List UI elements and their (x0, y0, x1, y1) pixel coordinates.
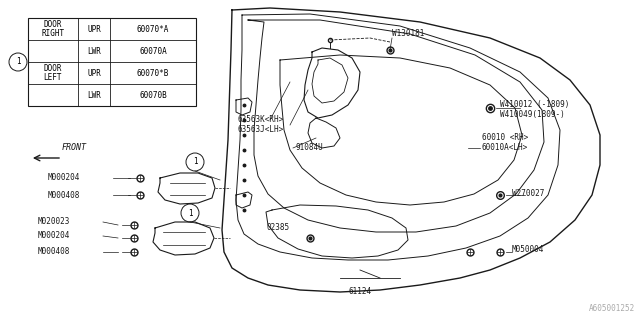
Text: DOOR
RIGHT: DOOR RIGHT (42, 20, 65, 38)
Text: 60070*A: 60070*A (137, 25, 169, 34)
Text: M000204: M000204 (38, 231, 70, 241)
Text: 61124: 61124 (348, 287, 372, 297)
Text: W130181: W130181 (392, 29, 424, 38)
Text: LWR: LWR (87, 91, 101, 100)
Text: 60070A: 60070A (139, 46, 167, 55)
Text: UPR: UPR (87, 68, 101, 77)
Text: 60010 <RH>: 60010 <RH> (482, 133, 528, 142)
Text: 1: 1 (16, 58, 20, 67)
Text: W270027: W270027 (512, 188, 545, 197)
Text: M000204: M000204 (48, 173, 81, 182)
Text: 63563K<RH>: 63563K<RH> (238, 116, 284, 124)
Bar (28, 18, 196, 106)
Text: 60070*B: 60070*B (137, 68, 169, 77)
Text: 60070B: 60070B (139, 91, 167, 100)
Text: M020023: M020023 (38, 218, 70, 227)
Text: 63563J<LH>: 63563J<LH> (238, 125, 284, 134)
Text: A605001252: A605001252 (589, 304, 635, 313)
Text: M050004: M050004 (512, 245, 545, 254)
Text: DOOR
LEFT: DOOR LEFT (44, 64, 62, 82)
Text: 60010A<LH>: 60010A<LH> (482, 143, 528, 153)
Text: UPR: UPR (87, 25, 101, 34)
Text: LWR: LWR (87, 46, 101, 55)
Text: 1: 1 (193, 157, 197, 166)
Text: W410049(1809-): W410049(1809-) (500, 109, 564, 118)
Text: 91084U: 91084U (295, 143, 323, 153)
Text: 1: 1 (188, 209, 192, 218)
Text: W410012 (-1809): W410012 (-1809) (500, 100, 570, 108)
Text: 02385: 02385 (267, 223, 290, 233)
Text: M000408: M000408 (48, 190, 81, 199)
Text: M000408: M000408 (38, 247, 70, 257)
Text: FRONT: FRONT (62, 143, 87, 153)
